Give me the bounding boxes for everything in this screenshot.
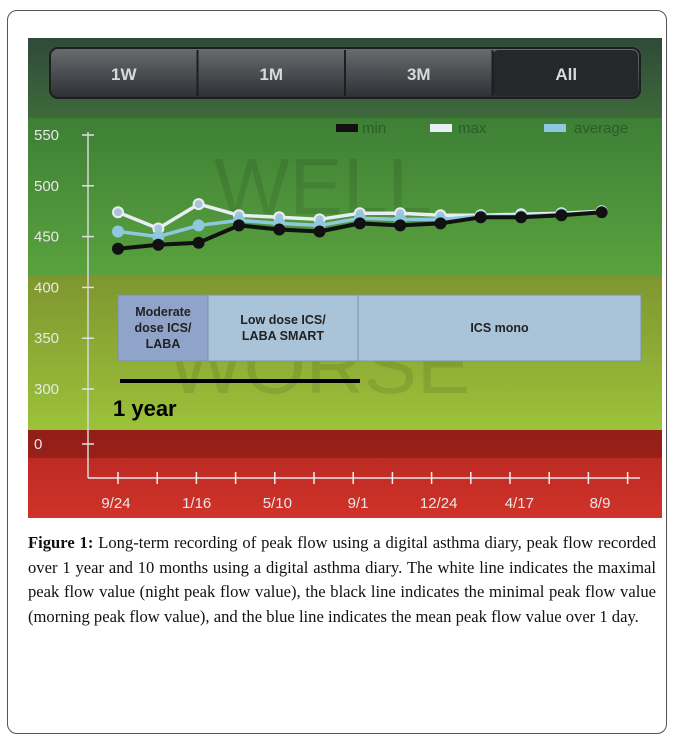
legend-swatch-min <box>336 124 358 132</box>
regimen-label: LABA <box>146 337 181 351</box>
x-tick-label: 5/10 <box>263 495 292 512</box>
legend-label-max: max <box>458 120 487 137</box>
legend-label-average: average <box>574 120 628 137</box>
legend-swatch-average <box>544 124 566 132</box>
regimen-label: LABA SMART <box>242 329 325 343</box>
well-zone <box>28 118 662 276</box>
data-point-min <box>313 225 326 238</box>
y-tick-label: 0 <box>34 436 42 453</box>
y-tick-label: 500 <box>34 178 59 195</box>
y-tick-label: 550 <box>34 127 59 144</box>
y-tick-label: 300 <box>34 381 59 398</box>
danger-zone-top <box>28 430 662 458</box>
data-point-min <box>515 211 528 224</box>
figure-caption: Figure 1: Long-term recording of peak fl… <box>28 531 656 629</box>
data-point-max <box>112 206 124 219</box>
peak-flow-figure: 1W 1M 3M All WELL WORSE min max average 550… <box>28 38 662 518</box>
data-point-average <box>112 225 124 238</box>
data-point-min <box>152 238 165 251</box>
segment-1w[interactable]: 1W <box>111 65 137 84</box>
caption-text: Long-term recording of peak flow using a… <box>28 533 657 626</box>
range-segmented-control: 1W 1M 3M All <box>49 47 641 99</box>
x-tick-label: 1/16 <box>182 495 211 512</box>
segment-all[interactable]: All <box>555 65 577 84</box>
legend-swatch-max <box>430 124 452 132</box>
legend-label-min: min <box>362 120 386 137</box>
legend: min max average <box>336 120 628 137</box>
segment-selected-bg <box>492 50 638 96</box>
y-tick-label: 400 <box>34 279 59 296</box>
scale-bar-label: 1 year <box>113 396 177 421</box>
regimen-box <box>117 294 209 362</box>
data-point-min <box>192 236 205 249</box>
data-point-max <box>192 198 205 211</box>
data-point-min <box>273 223 286 236</box>
peak-flow-chart: 1W 1M 3M All WELL WORSE min max average 550… <box>28 38 662 518</box>
y-tick-label: 350 <box>34 330 59 347</box>
x-tick-label: 9/24 <box>101 495 130 512</box>
axes: 550 500 450 400 350 300 0 9/24 1/16 5/10 9/1 12/24 4… <box>34 127 640 512</box>
segment-1m[interactable]: 1M <box>259 65 283 84</box>
y-tick-label: 450 <box>34 229 59 246</box>
data-point-min <box>555 209 568 222</box>
regimen-label: Moderate <box>135 305 191 319</box>
regimen-box <box>357 294 642 362</box>
data-point-min <box>353 217 366 230</box>
treatment-regimens: Moderate dose ICS/LABA Low dose ICS/LABA S… <box>117 294 642 362</box>
regimen-box <box>207 294 359 362</box>
x-tick-label: 9/1 <box>348 495 369 512</box>
regimen-label: dose ICS/ <box>135 321 192 335</box>
data-point-min <box>112 242 124 255</box>
data-point-min <box>595 206 608 219</box>
data-point-min <box>434 217 447 230</box>
x-tick-label: 8/9 <box>590 495 611 512</box>
data-point-average <box>192 219 205 232</box>
regimen-label: Low dose ICS/ <box>240 313 326 327</box>
x-tick-label: 4/17 <box>505 495 534 512</box>
data-point-min <box>474 211 487 224</box>
segment-3m[interactable]: 3M <box>407 65 431 84</box>
x-tick-label: 12/24 <box>420 495 458 512</box>
data-point-min <box>232 219 245 232</box>
series-layer <box>112 198 608 255</box>
data-point-min <box>394 219 407 232</box>
regimen-label: ICS mono <box>470 321 529 335</box>
caption-label: Figure 1: <box>28 533 94 552</box>
